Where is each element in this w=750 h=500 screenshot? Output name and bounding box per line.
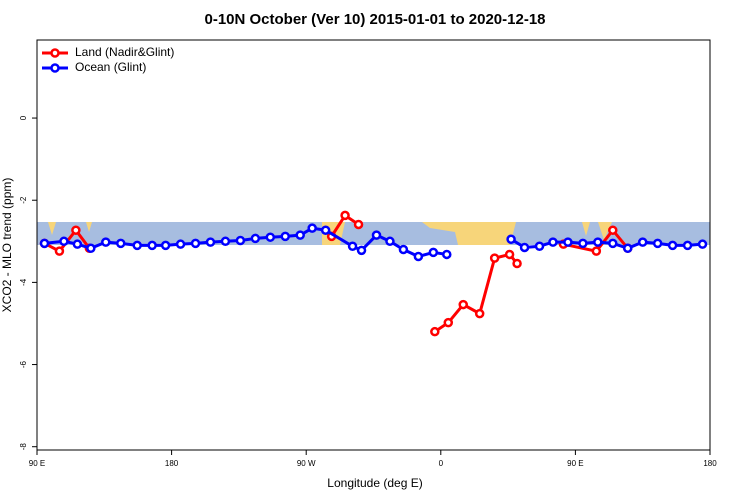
data-point [39,238,50,249]
data-point [443,317,454,328]
data-point [489,253,500,263]
data-point [220,236,231,247]
legend-marker [50,48,60,58]
data-point [175,239,186,249]
y-axis-label: XCO2 - MLO trend (ppm) [0,178,14,313]
data-point [307,223,317,233]
data-point [534,241,545,251]
data-point [697,239,708,249]
x-tick-label: 0 [439,459,444,468]
data-point [320,225,331,235]
data-point [353,219,364,230]
y-tick-label: 0 [19,115,28,120]
data-point [205,237,216,247]
x-tick-label: 180 [165,459,179,468]
data-point [147,240,157,251]
data-point [458,299,468,310]
data-point [280,231,291,242]
data-point [132,240,142,251]
y-tick-label: -6 [19,360,28,368]
data-point [385,236,395,247]
data-point [428,247,439,258]
data-point [548,237,558,247]
x-tick-label: 90 W [297,459,316,468]
data-point [356,245,367,256]
data-point [101,237,111,247]
data-point [340,210,350,221]
data-point [442,249,452,260]
x-axis-label: Longitude (deg E) [327,476,422,490]
legend-label: Land (Nadir&Glint) [75,45,174,59]
data-point [637,237,648,247]
data-point [59,236,69,247]
data-point [398,244,409,255]
data-point [506,234,516,244]
x-tick-label: 90 E [567,459,583,468]
data-point [54,246,65,256]
data-point [682,240,693,251]
data-point [295,230,305,240]
data-point [116,238,126,249]
data-point [578,238,588,249]
data-point [86,243,96,254]
y-tick-label: -4 [19,278,28,286]
data-point [667,240,678,251]
data-point [593,237,603,247]
data-point [265,232,276,242]
data-point [504,249,515,260]
legend-marker [50,63,60,73]
x-tick-label: 180 [703,459,717,468]
chart-title: 0-10N October (Ver 10) 2015-01-01 to 202… [204,11,545,28]
data-point [474,308,485,319]
data-point [563,237,573,247]
data-point [72,239,83,249]
y-tick-label: -8 [19,443,28,451]
data-point [250,233,261,244]
data-point [371,230,382,240]
data-point [235,235,246,246]
data-point [622,243,633,254]
plot-frame [36,39,711,451]
data-point [160,240,171,251]
data-point [608,238,618,249]
data-point [413,251,424,262]
y-tick-label: -2 [19,196,28,204]
data-point [519,242,530,253]
data-point [591,246,602,256]
data-point [71,225,81,235]
data-point [608,225,618,235]
data-point [190,238,201,249]
data-point [652,238,663,249]
data-point [512,258,522,269]
legend-label: Ocean (Glint) [75,60,146,74]
data-point [430,326,440,337]
data-point [347,241,358,251]
x-tick-label: 90 E [29,459,45,468]
